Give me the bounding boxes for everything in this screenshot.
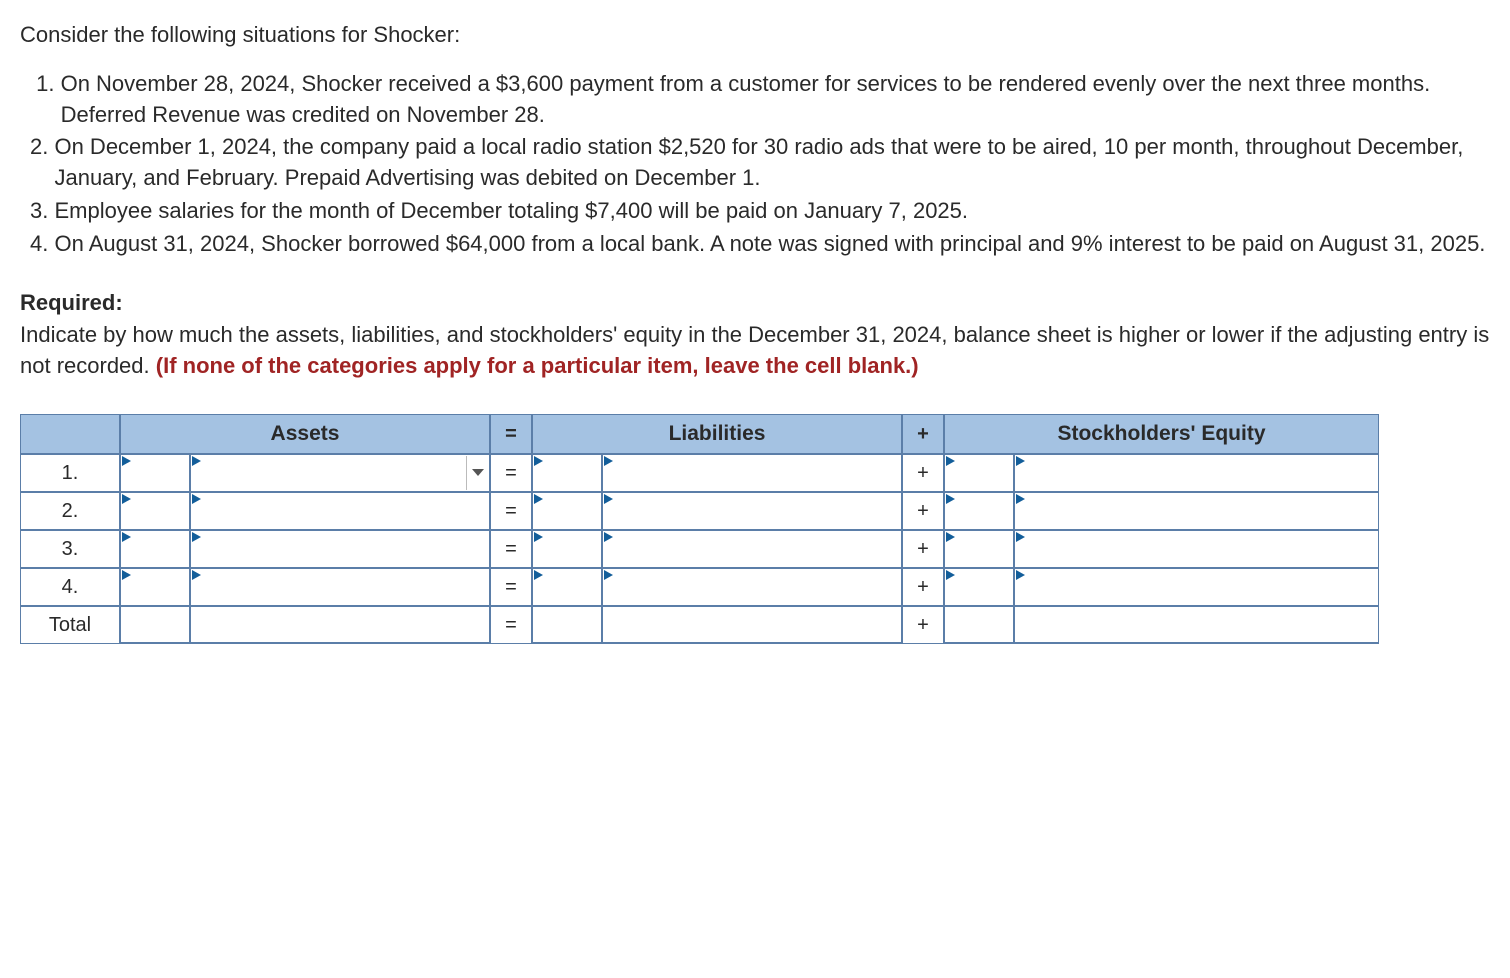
equity-direction-3[interactable] (944, 530, 1014, 568)
situation-item: 2. On December 1, 2024, the company paid… (30, 132, 1490, 194)
liabilities-direction-2[interactable] (532, 492, 602, 530)
assets-amount-1[interactable] (190, 454, 490, 492)
row-label-total: Total (20, 606, 120, 644)
equity-amount-4[interactable] (1014, 568, 1379, 606)
chevron-down-icon[interactable] (466, 456, 488, 490)
header-plus: + (902, 414, 944, 454)
assets-amount-2[interactable] (190, 492, 490, 530)
liabilities-amount-4[interactable] (602, 568, 902, 606)
equity-amount-1[interactable] (1014, 454, 1379, 492)
equity-total-direction[interactable] (944, 606, 1014, 644)
liabilities-direction-3[interactable] (532, 530, 602, 568)
equity-total-amount[interactable] (1014, 606, 1379, 644)
equity-amount-2[interactable] (1014, 492, 1379, 530)
equals-2: = (490, 492, 532, 530)
plus-4: + (902, 568, 944, 606)
equity-direction-2[interactable] (944, 492, 1014, 530)
assets-direction-4[interactable] (120, 568, 190, 606)
assets-total-direction[interactable] (120, 606, 190, 644)
situation-number: 3. (30, 196, 54, 227)
required-label: Required: (20, 288, 1490, 319)
row-label-2: 2. (20, 492, 120, 530)
equals-4: = (490, 568, 532, 606)
equals-1: = (490, 454, 532, 492)
plus-3: + (902, 530, 944, 568)
equals-3: = (490, 530, 532, 568)
required-hint: (If none of the categories apply for a p… (156, 353, 919, 378)
situation-text: Employee salaries for the month of Decem… (54, 196, 1490, 227)
plus-2: + (902, 492, 944, 530)
situation-text: On November 28, 2024, Shocker received a… (61, 69, 1490, 131)
assets-total-amount[interactable] (190, 606, 490, 644)
balance-sheet-table: Assets=Liabilities+Stockholders' Equity1… (20, 414, 1490, 644)
situation-number: 4. (30, 229, 54, 260)
equity-amount-3[interactable] (1014, 530, 1379, 568)
situation-number: 2. (30, 132, 54, 194)
header-assets: Assets (120, 414, 490, 454)
assets-direction-1[interactable] (120, 454, 190, 492)
situation-item: 4. On August 31, 2024, Shocker borrowed … (30, 229, 1490, 260)
situation-text: On August 31, 2024, Shocker borrowed $64… (54, 229, 1490, 260)
equals-total: = (490, 606, 532, 644)
plus-total: + (902, 606, 944, 644)
situation-text: On December 1, 2024, the company paid a … (54, 132, 1490, 194)
situation-item: 3. Employee salaries for the month of De… (30, 196, 1490, 227)
row-label-4: 4. (20, 568, 120, 606)
equity-direction-1[interactable] (944, 454, 1014, 492)
assets-direction-2[interactable] (120, 492, 190, 530)
header-equals: = (490, 414, 532, 454)
assets-amount-4[interactable] (190, 568, 490, 606)
situations-list: 1. On November 28, 2024, Shocker receive… (20, 69, 1490, 260)
liabilities-amount-1[interactable] (602, 454, 902, 492)
required-text: Indicate by how much the assets, liabili… (20, 320, 1490, 382)
row-label-1: 1. (20, 454, 120, 492)
situation-item: 1. On November 28, 2024, Shocker receive… (30, 69, 1490, 131)
assets-amount-3[interactable] (190, 530, 490, 568)
liabilities-direction-1[interactable] (532, 454, 602, 492)
liabilities-total-amount[interactable] (602, 606, 902, 644)
row-label-3: 3. (20, 530, 120, 568)
header-blank (20, 414, 120, 454)
liabilities-direction-4[interactable] (532, 568, 602, 606)
liabilities-total-direction[interactable] (532, 606, 602, 644)
plus-1: + (902, 454, 944, 492)
intro-text: Consider the following situations for Sh… (20, 20, 1490, 51)
header-equity: Stockholders' Equity (944, 414, 1379, 454)
situation-number: 1. (30, 69, 61, 131)
liabilities-amount-3[interactable] (602, 530, 902, 568)
liabilities-amount-2[interactable] (602, 492, 902, 530)
equity-direction-4[interactable] (944, 568, 1014, 606)
header-liabilities: Liabilities (532, 414, 902, 454)
assets-direction-3[interactable] (120, 530, 190, 568)
